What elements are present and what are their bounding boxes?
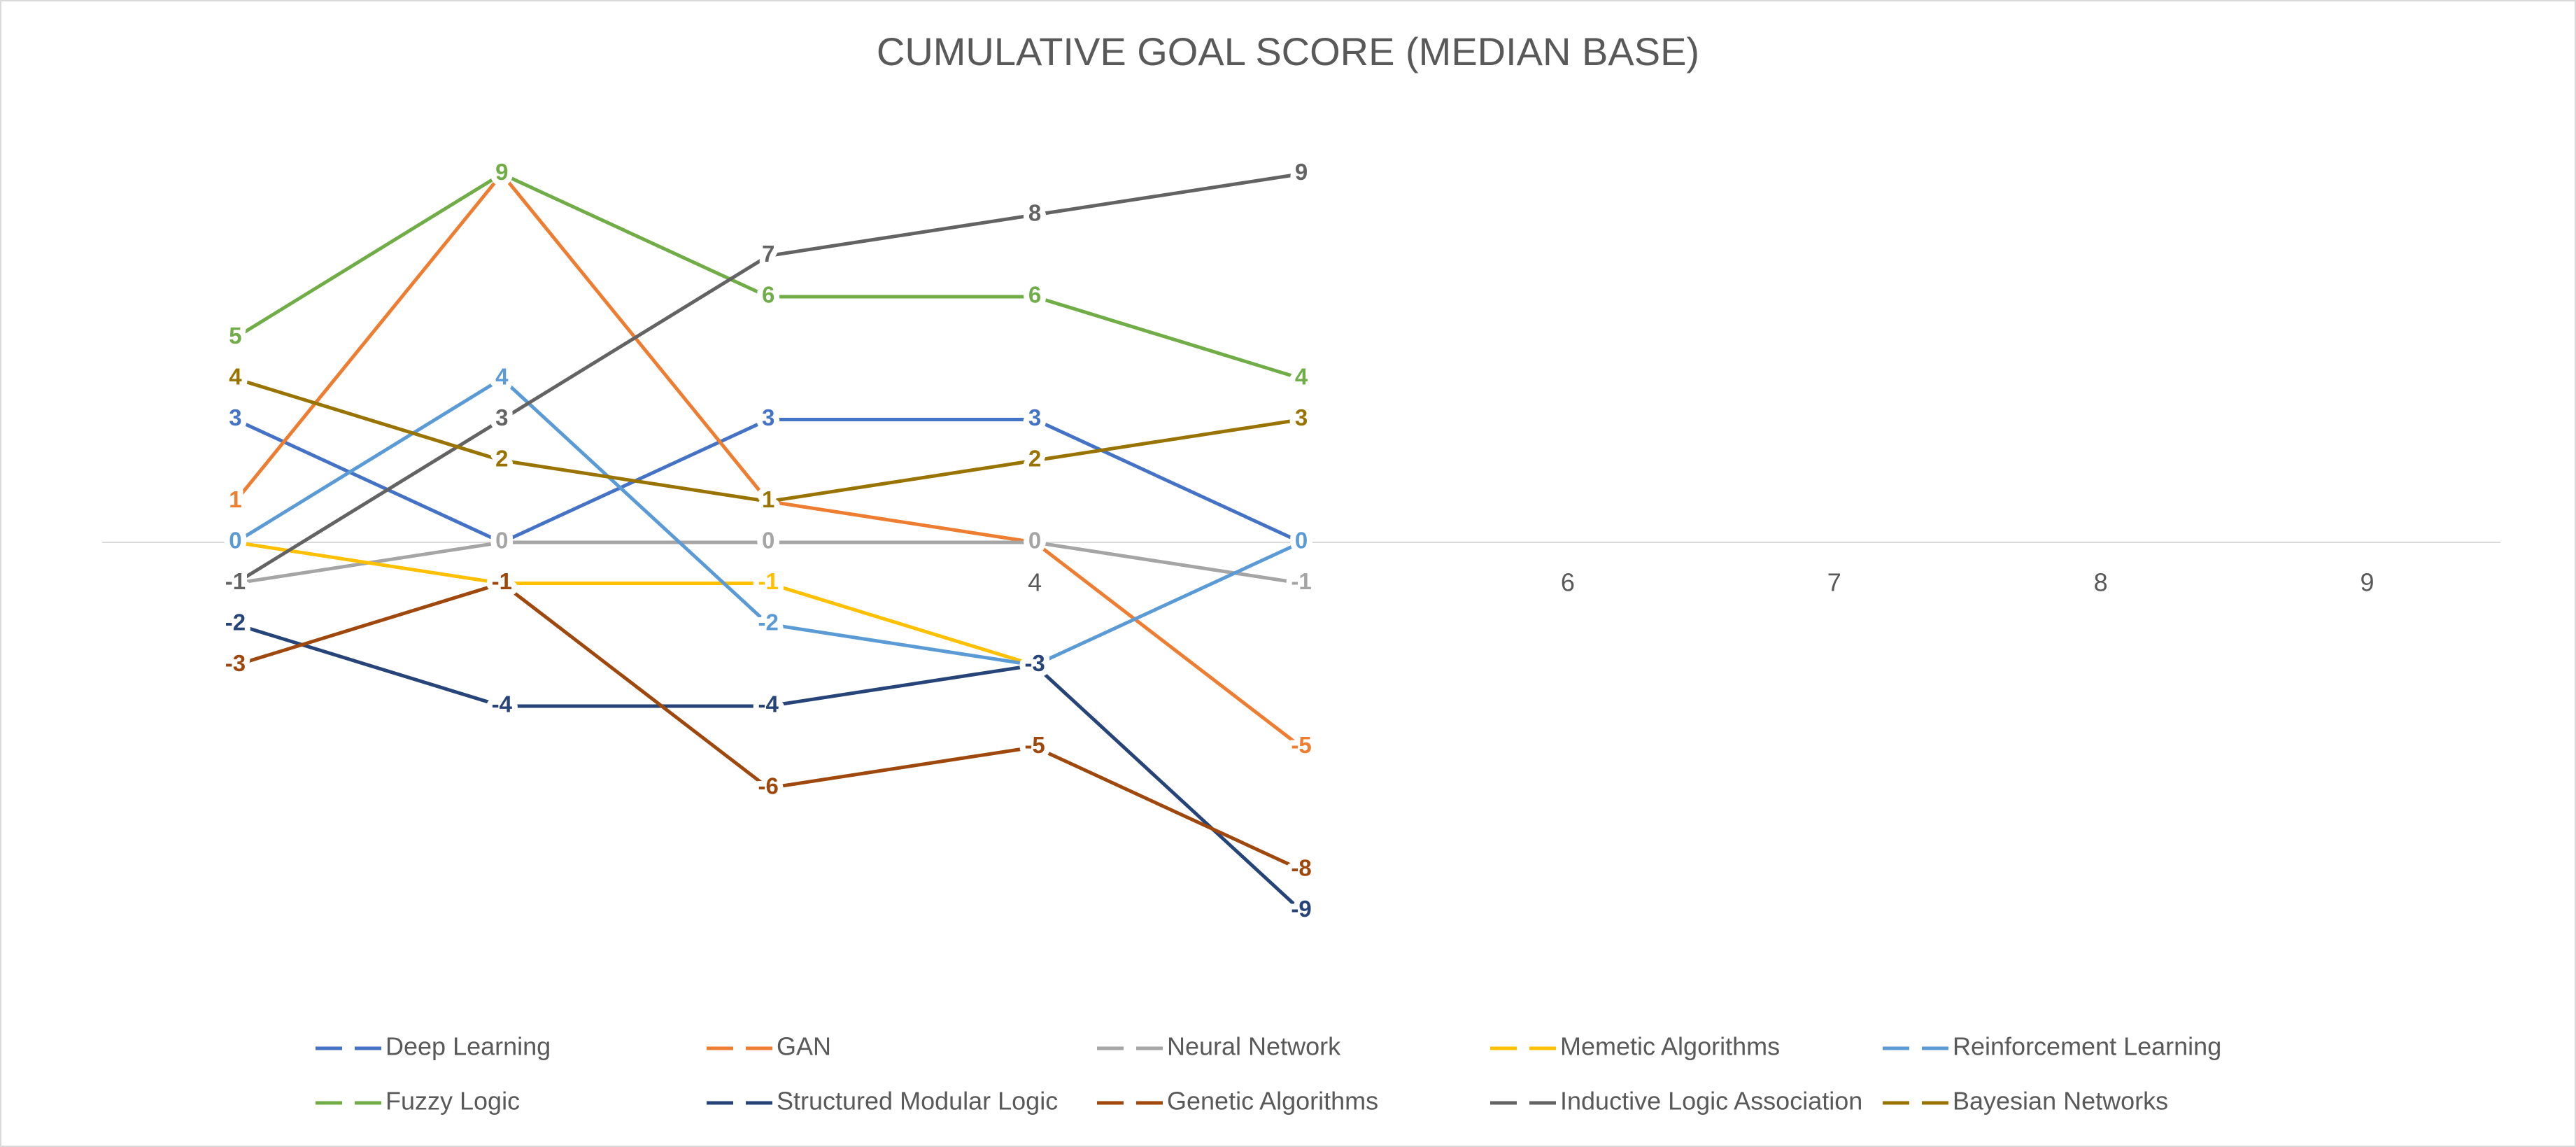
data-label: 3 bbox=[1295, 404, 1308, 430]
series-line bbox=[234, 418, 1303, 544]
data-label: -2 bbox=[225, 610, 246, 635]
legend-label: Memetic Algorithms bbox=[1560, 1032, 1780, 1061]
x-tick-label: 6 bbox=[1561, 568, 1575, 597]
legend-label: Genetic Algorithms bbox=[1167, 1087, 1378, 1116]
data-label: -5 bbox=[1291, 732, 1311, 758]
data-label: 8 bbox=[1028, 200, 1041, 226]
data-label: 4 bbox=[229, 364, 242, 390]
data-label: 6 bbox=[762, 282, 774, 308]
data-label: 4 bbox=[495, 364, 509, 390]
x-tick-label: 4 bbox=[1028, 568, 1042, 597]
data-label: 9 bbox=[495, 159, 508, 185]
data-label: -1 bbox=[225, 568, 246, 594]
series-line bbox=[234, 622, 1303, 913]
series-line bbox=[234, 172, 1302, 585]
legend-label: Inductive Logic Association bbox=[1560, 1087, 1862, 1116]
data-label: -6 bbox=[758, 773, 779, 799]
data-label: 3 bbox=[229, 404, 241, 430]
data-label: 6 bbox=[1028, 282, 1041, 308]
data-label: 0 bbox=[1295, 528, 1308, 554]
legend-label: Fuzzy Logic bbox=[385, 1087, 520, 1116]
series-line bbox=[235, 540, 1302, 585]
x-tick-label: 9 bbox=[2361, 568, 2375, 597]
data-label: -1 bbox=[758, 568, 779, 594]
data-label: -1 bbox=[492, 568, 512, 594]
data-label: -9 bbox=[1291, 896, 1311, 922]
data-label: -4 bbox=[492, 691, 513, 717]
data-label: 3 bbox=[495, 404, 508, 430]
x-tick-label: 7 bbox=[1827, 568, 1841, 597]
data-label: 1 bbox=[762, 486, 774, 512]
legend-label: Neural Network bbox=[1167, 1032, 1341, 1061]
data-label: 4 bbox=[1295, 364, 1308, 390]
data-label: -1 bbox=[1291, 568, 1311, 594]
x-tick-label: 8 bbox=[2094, 568, 2108, 597]
data-label: 3 bbox=[1028, 404, 1041, 430]
series-line bbox=[234, 377, 1302, 504]
data-label: 9 bbox=[1295, 159, 1308, 185]
legend-label: Structured Modular Logic bbox=[777, 1087, 1058, 1116]
legend-label: Bayesian Networks bbox=[1953, 1087, 2168, 1116]
data-label: 1 bbox=[229, 486, 241, 512]
chart-title: CUMULATIVE GOAL SCORE (MEDIAN BASE) bbox=[877, 29, 1699, 73]
legend-label: GAN bbox=[777, 1032, 831, 1061]
data-label: 0 bbox=[495, 528, 508, 554]
data-label: 0 bbox=[1028, 528, 1041, 554]
series-line bbox=[234, 581, 1303, 872]
legend-label: Deep Learning bbox=[385, 1032, 551, 1061]
data-label: 5 bbox=[229, 323, 241, 349]
data-label: -3 bbox=[1024, 650, 1045, 676]
data-label: 2 bbox=[495, 446, 508, 472]
data-label: -4 bbox=[758, 691, 779, 717]
data-label: -3 bbox=[225, 650, 246, 676]
data-label: -5 bbox=[1024, 732, 1045, 758]
legend-label: Reinforcement Learning bbox=[1953, 1032, 2221, 1061]
data-label: 0 bbox=[762, 528, 774, 554]
data-label: -2 bbox=[758, 610, 779, 635]
data-label: -8 bbox=[1291, 855, 1311, 881]
series-line bbox=[234, 171, 1302, 381]
data-label: 0 bbox=[229, 528, 241, 554]
data-label: 7 bbox=[762, 241, 774, 267]
data-label: 3 bbox=[762, 404, 774, 430]
data-label: 2 bbox=[1028, 446, 1041, 472]
series-line bbox=[235, 540, 1035, 667]
